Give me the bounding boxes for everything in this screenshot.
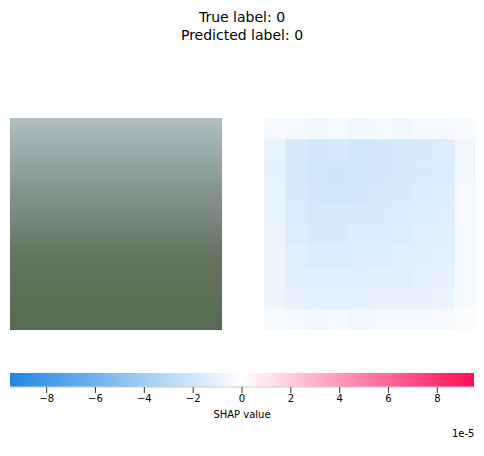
svg-text:6: 6 bbox=[385, 393, 391, 404]
svg-text:4: 4 bbox=[336, 393, 342, 404]
html-text:1e-5: 1e-5 bbox=[452, 428, 475, 439]
svg-text:−8: −8 bbox=[39, 393, 54, 404]
svg-text:2: 2 bbox=[288, 393, 294, 404]
svg-text:0: 0 bbox=[239, 393, 245, 404]
html-text:Predicted label: 0: Predicted label: 0 bbox=[180, 27, 303, 43]
svg-text:−6: −6 bbox=[88, 393, 103, 404]
svg-text:−2: −2 bbox=[186, 393, 201, 404]
html-text:SHAP value: SHAP value bbox=[213, 409, 271, 420]
svg-text:−4: −4 bbox=[137, 393, 152, 404]
html-text:True label: 0: True label: 0 bbox=[198, 9, 286, 25]
svg-text:8: 8 bbox=[434, 393, 440, 404]
